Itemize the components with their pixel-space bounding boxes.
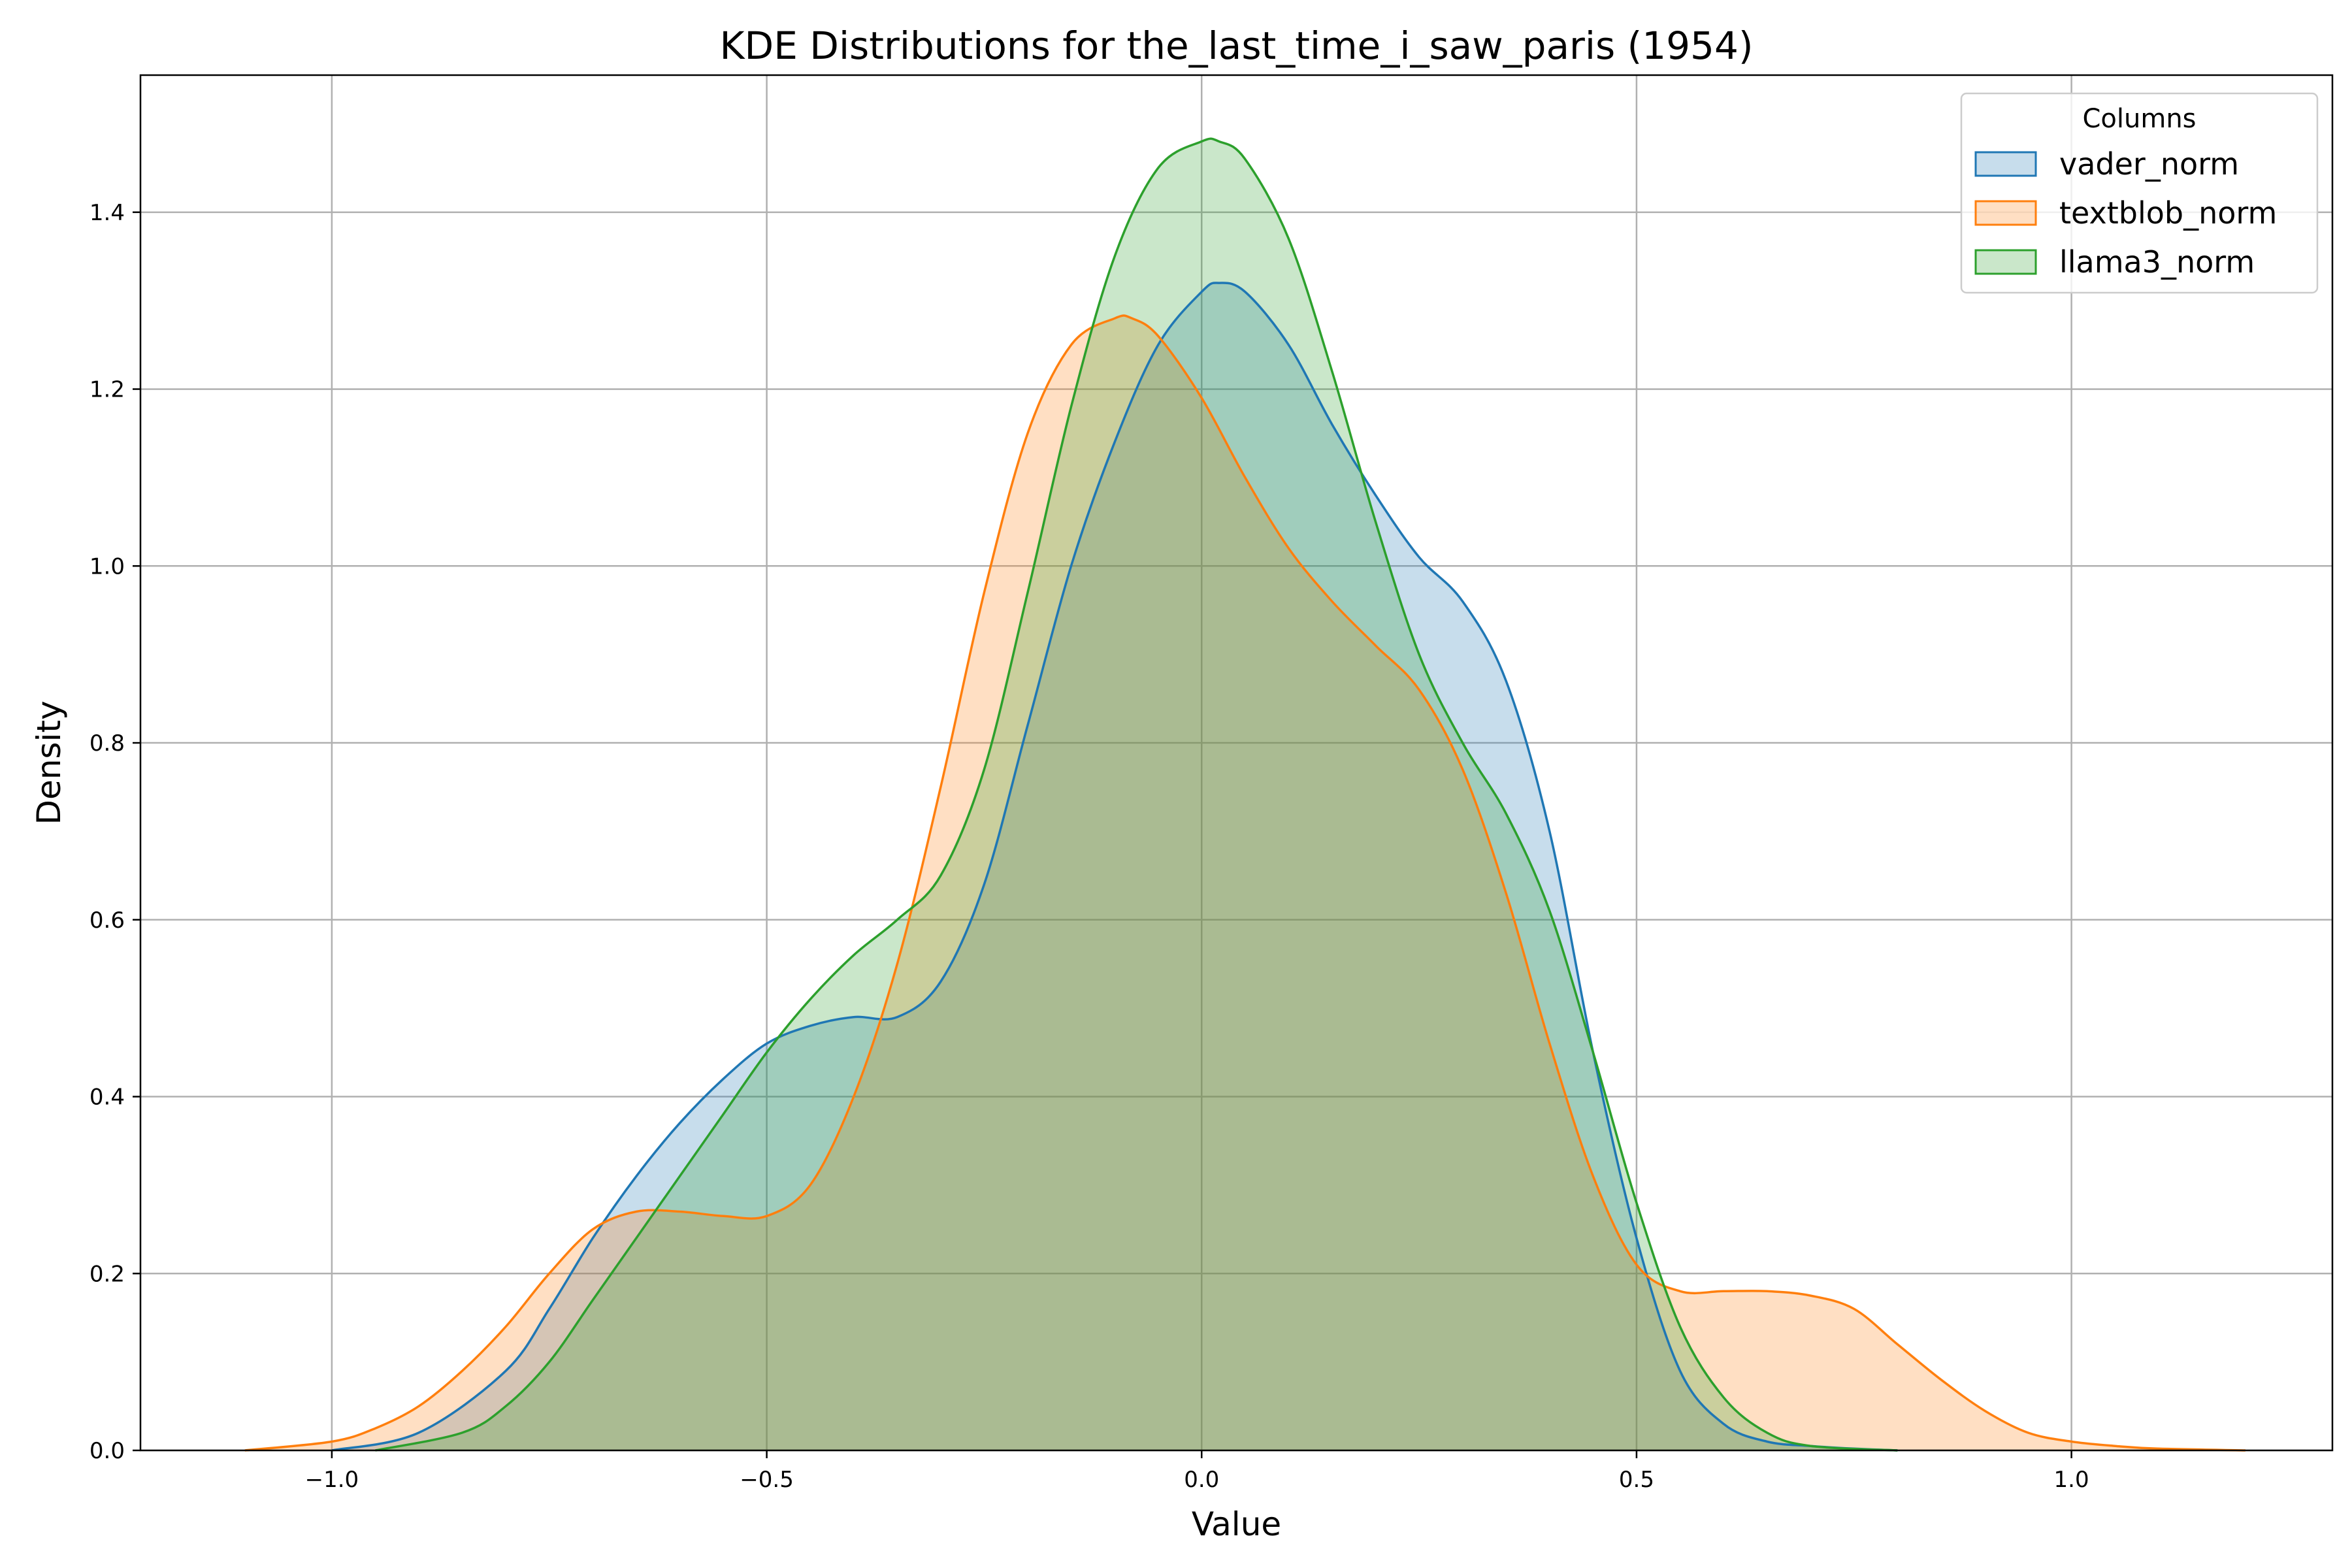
- x-tick-label: −1.0: [305, 1467, 359, 1493]
- x-tick-label: 0.0: [1184, 1467, 1219, 1493]
- series-area-llama3_norm: [375, 139, 1898, 1450]
- legend-swatch-textblob_norm: [1974, 200, 2037, 226]
- legend-label-vader_norm: vader_norm: [2059, 146, 2239, 182]
- grid: [140, 75, 2332, 1452]
- x-axis-ticks: −1.0 −0.5 0.0 0.5 1.0: [305, 1450, 2089, 1493]
- x-axis-label: Value: [1192, 1505, 1281, 1543]
- legend-label-llama3_norm: llama3_norm: [2059, 244, 2255, 280]
- series-area-vader_norm: [331, 282, 1898, 1451]
- legend: Columns vader_norm textblob_norm llama3_no…: [1960, 92, 2319, 294]
- chart-title: KDE Distributions for the_last_time_i_sa…: [720, 24, 1754, 68]
- y-axis-ticks: 0.0 0.2 0.4 0.6 0.8 1.0 1.2 1.4: [90, 200, 140, 1464]
- y-tick-label: 0.0: [90, 1438, 125, 1464]
- legend-items: vader_norm textblob_norm llama3_norm: [1974, 146, 2277, 280]
- y-tick-label: 0.6: [90, 907, 125, 934]
- legend-swatch-llama3_norm: [1974, 249, 2037, 275]
- series-line-llama3_norm: [375, 137, 1898, 1452]
- y-tick-label: 1.2: [90, 377, 125, 403]
- x-tick-label: −0.5: [740, 1467, 794, 1493]
- series-lines: [244, 137, 2246, 1452]
- x-tick-label: 1.0: [2054, 1467, 2089, 1493]
- y-tick-label: 1.0: [90, 553, 125, 580]
- series-area-textblob_norm: [244, 316, 2246, 1450]
- legend-title: Columns: [2082, 104, 2196, 134]
- y-axis-label: Density: [30, 700, 68, 825]
- y-tick-label: 1.4: [90, 200, 125, 226]
- legend-swatch-vader_norm: [1974, 151, 2037, 177]
- series-fills: [244, 139, 2246, 1451]
- series-line-vader_norm: [331, 282, 1898, 1452]
- plot-frame: [139, 74, 2334, 1452]
- x-tick-label: 0.5: [1619, 1467, 1654, 1493]
- y-tick-label: 0.8: [90, 730, 125, 757]
- y-tick-label: 0.2: [90, 1261, 125, 1287]
- series-line-textblob_norm: [244, 314, 2246, 1452]
- legend-label-textblob_norm: textblob_norm: [2059, 195, 2277, 231]
- legend-box: [1960, 92, 2319, 294]
- y-tick-label: 0.4: [90, 1085, 125, 1111]
